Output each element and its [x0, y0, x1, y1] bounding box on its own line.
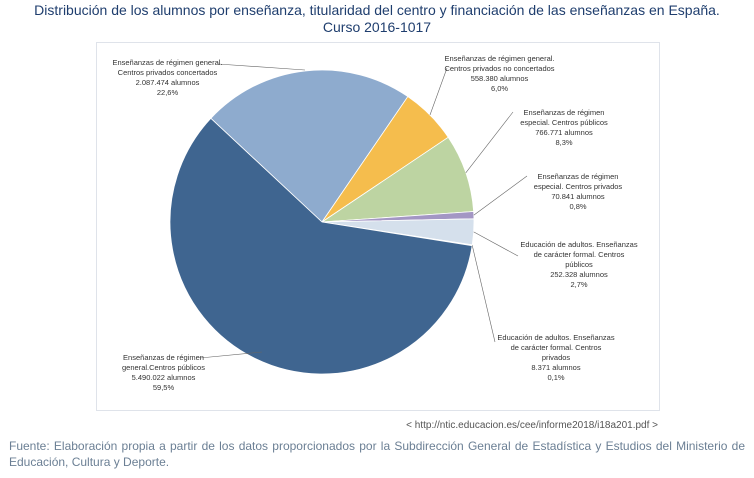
footer-note: Fuente: Elaboración propia a partir de l…: [9, 439, 745, 469]
label-slice-1: Enseñanzas de régimen general. Centros p…: [444, 54, 555, 93]
title-line: Distribución de los alumnos por enseñanz…: [34, 2, 720, 18]
label-slice-5: Educación de adultos. Enseñanzas de cará…: [497, 333, 615, 382]
source-link[interactable]: < http://ntic.educacion.es/cee/informe20…: [406, 420, 658, 431]
label-slice-0: Enseñanzas de régimen general. Centros p…: [112, 58, 223, 97]
label-slice-2: Enseñanzas de régimen especial. Centros …: [520, 108, 608, 147]
leader-line-6: [199, 351, 263, 359]
chart-frame: [96, 42, 660, 411]
leader-line-5: [471, 245, 496, 343]
label-slice-3: Enseñanzas de régimen especial. Centros …: [533, 172, 623, 211]
leader-line-3: [473, 175, 528, 216]
leader-line-4: [473, 231, 519, 257]
subtitle-line: Curso 2016-1017: [322, 19, 432, 35]
chart-title: Distribución de los alumnos por enseñanz…: [0, 2, 754, 36]
leader-line-0: [217, 63, 306, 71]
pie-slice-6: [169, 117, 473, 375]
leader-line-2: [465, 111, 514, 173]
label-slice-6: Enseñanzas de régimen general.Centros pú…: [122, 353, 205, 392]
pie-slice-0: [210, 69, 409, 223]
label-slice-4: Educación de adultos. Enseñanzas de cará…: [520, 240, 638, 289]
leader-line-1: [429, 67, 448, 116]
